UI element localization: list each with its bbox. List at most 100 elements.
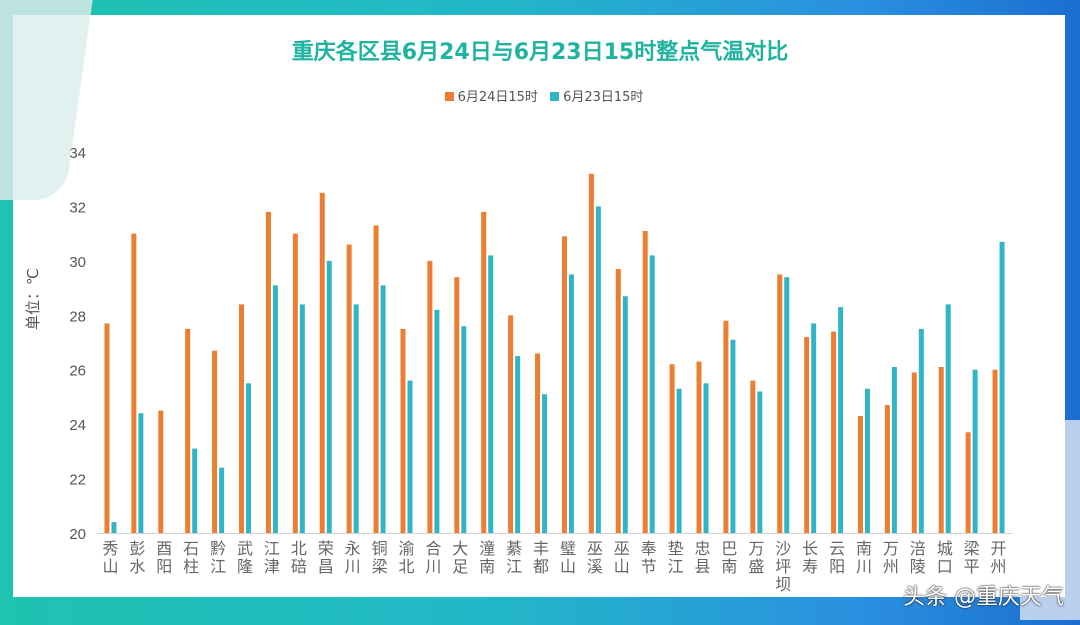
legend-swatch-orange — [444, 92, 454, 101]
bar-jun24 — [938, 366, 944, 533]
x-tick-label: 南 — [721, 557, 737, 576]
x-tick-label: 北 — [291, 539, 307, 558]
x-tick-label: 涪 — [910, 539, 926, 558]
y-tick-label: 32 — [69, 199, 86, 216]
bar-jun24 — [131, 233, 137, 533]
bar-jun24 — [696, 361, 702, 533]
x-tick-label: 秀 — [102, 539, 118, 558]
x-tick-label: 长 — [802, 539, 818, 558]
x-tick-label: 巴 — [721, 539, 737, 558]
x-tick-label: 县 — [695, 557, 711, 576]
bar-jun24 — [481, 211, 487, 533]
bar-jun23 — [353, 304, 359, 533]
x-tick-label: 北 — [398, 557, 414, 576]
bar-jun23 — [811, 323, 817, 533]
bar-jun24 — [346, 244, 352, 533]
x-tick-label: 沙 — [775, 539, 791, 558]
x-tick-label: 武 — [237, 539, 253, 558]
x-tick-label: 奉 — [641, 539, 657, 558]
x-tick-label: 溪 — [587, 557, 603, 576]
x-tick-label: 山 — [614, 557, 630, 576]
bar-jun24 — [427, 260, 433, 533]
bar-jun24 — [723, 320, 729, 533]
x-tick-label: 綦 — [506, 539, 522, 558]
x-tick-label: 潼 — [479, 539, 495, 558]
bar-jun23 — [434, 309, 440, 533]
x-tick-label: 铜 — [372, 539, 388, 558]
bar-jun23 — [891, 366, 897, 533]
x-tick-label: 开 — [991, 539, 1007, 558]
bar-jun23 — [488, 255, 494, 533]
bar-jun23 — [568, 274, 574, 533]
x-tick-label: 平 — [964, 557, 980, 576]
bar-jun24 — [588, 173, 594, 533]
bar-jun23 — [272, 285, 278, 533]
bar-jun24 — [265, 211, 271, 533]
bar-jun23 — [730, 339, 736, 533]
x-tick-label: 隆 — [237, 557, 253, 576]
bar-jun24 — [804, 337, 810, 533]
x-tick-label: 彭 — [129, 539, 145, 558]
bar-jun24 — [400, 328, 406, 533]
x-tick-label: 川 — [425, 557, 441, 576]
bar-jun23 — [138, 413, 144, 533]
x-tick-label: 山 — [560, 557, 576, 576]
y-tick-label: 30 — [69, 254, 86, 271]
bar-jun23 — [515, 356, 521, 533]
x-tick-label: 柱 — [183, 557, 199, 576]
y-tick-label: 24 — [69, 417, 86, 434]
bar-jun23 — [219, 467, 225, 533]
bar-jun23 — [972, 369, 978, 533]
x-tick-label: 江 — [210, 557, 226, 576]
x-tick-label: 江 — [668, 557, 684, 576]
x-tick-label: 盛 — [748, 557, 764, 576]
x-tick-label: 万 — [883, 539, 899, 558]
x-tick-label: 阳 — [829, 557, 845, 576]
x-tick-label: 坝 — [775, 575, 791, 594]
bar-jun24 — [508, 315, 514, 533]
y-tick-label: 26 — [69, 363, 86, 380]
x-tick-label: 州 — [991, 557, 1007, 576]
bar-jun24 — [292, 233, 298, 533]
bar-jun23 — [838, 307, 844, 533]
bar-jun23 — [649, 255, 655, 533]
bar-jun23 — [864, 388, 870, 533]
x-tick-label: 垫 — [668, 539, 684, 558]
y-tick-label: 28 — [69, 308, 86, 325]
x-tick-label: 阳 — [156, 557, 172, 576]
x-tick-label: 梁 — [372, 557, 388, 576]
bar-jun24 — [535, 353, 541, 533]
x-tick-label: 大 — [452, 539, 468, 558]
bar-jun23 — [299, 304, 305, 533]
bar-jun23 — [622, 296, 628, 533]
bar-jun23 — [111, 522, 117, 533]
x-tick-label: 丰 — [533, 539, 549, 558]
x-tick-label: 忠 — [695, 539, 711, 558]
x-tick-label: 渝 — [398, 539, 414, 558]
watermark: 头条 @重庆天气 — [903, 585, 1064, 610]
x-tick-label: 南 — [856, 539, 872, 558]
bar-jun23 — [246, 383, 252, 533]
bar-jun24 — [212, 350, 218, 533]
bar-jun23 — [461, 326, 467, 533]
bar-jun23 — [918, 328, 924, 533]
y-tick-label: 34 — [69, 145, 86, 162]
bar-jun23 — [542, 394, 548, 533]
x-tick-label: 口 — [937, 557, 953, 576]
x-tick-label: 南 — [479, 557, 495, 576]
bar-jun24 — [750, 380, 756, 533]
bar-jun23 — [595, 206, 601, 533]
bar-jun24 — [857, 415, 863, 533]
x-tick-label: 川 — [345, 557, 361, 576]
bar-jun24 — [642, 230, 648, 533]
bar-jun23 — [945, 304, 951, 533]
bar-jun23 — [757, 391, 763, 533]
x-tick-label: 巫 — [614, 539, 630, 558]
x-tick-label: 黔 — [210, 539, 226, 558]
bar-jun23 — [407, 380, 413, 533]
legend-label: 6月24日15时 — [457, 90, 538, 105]
x-tick-label: 津 — [264, 557, 280, 576]
bar-jun24 — [965, 432, 971, 533]
x-tick-label: 荣 — [318, 539, 334, 558]
